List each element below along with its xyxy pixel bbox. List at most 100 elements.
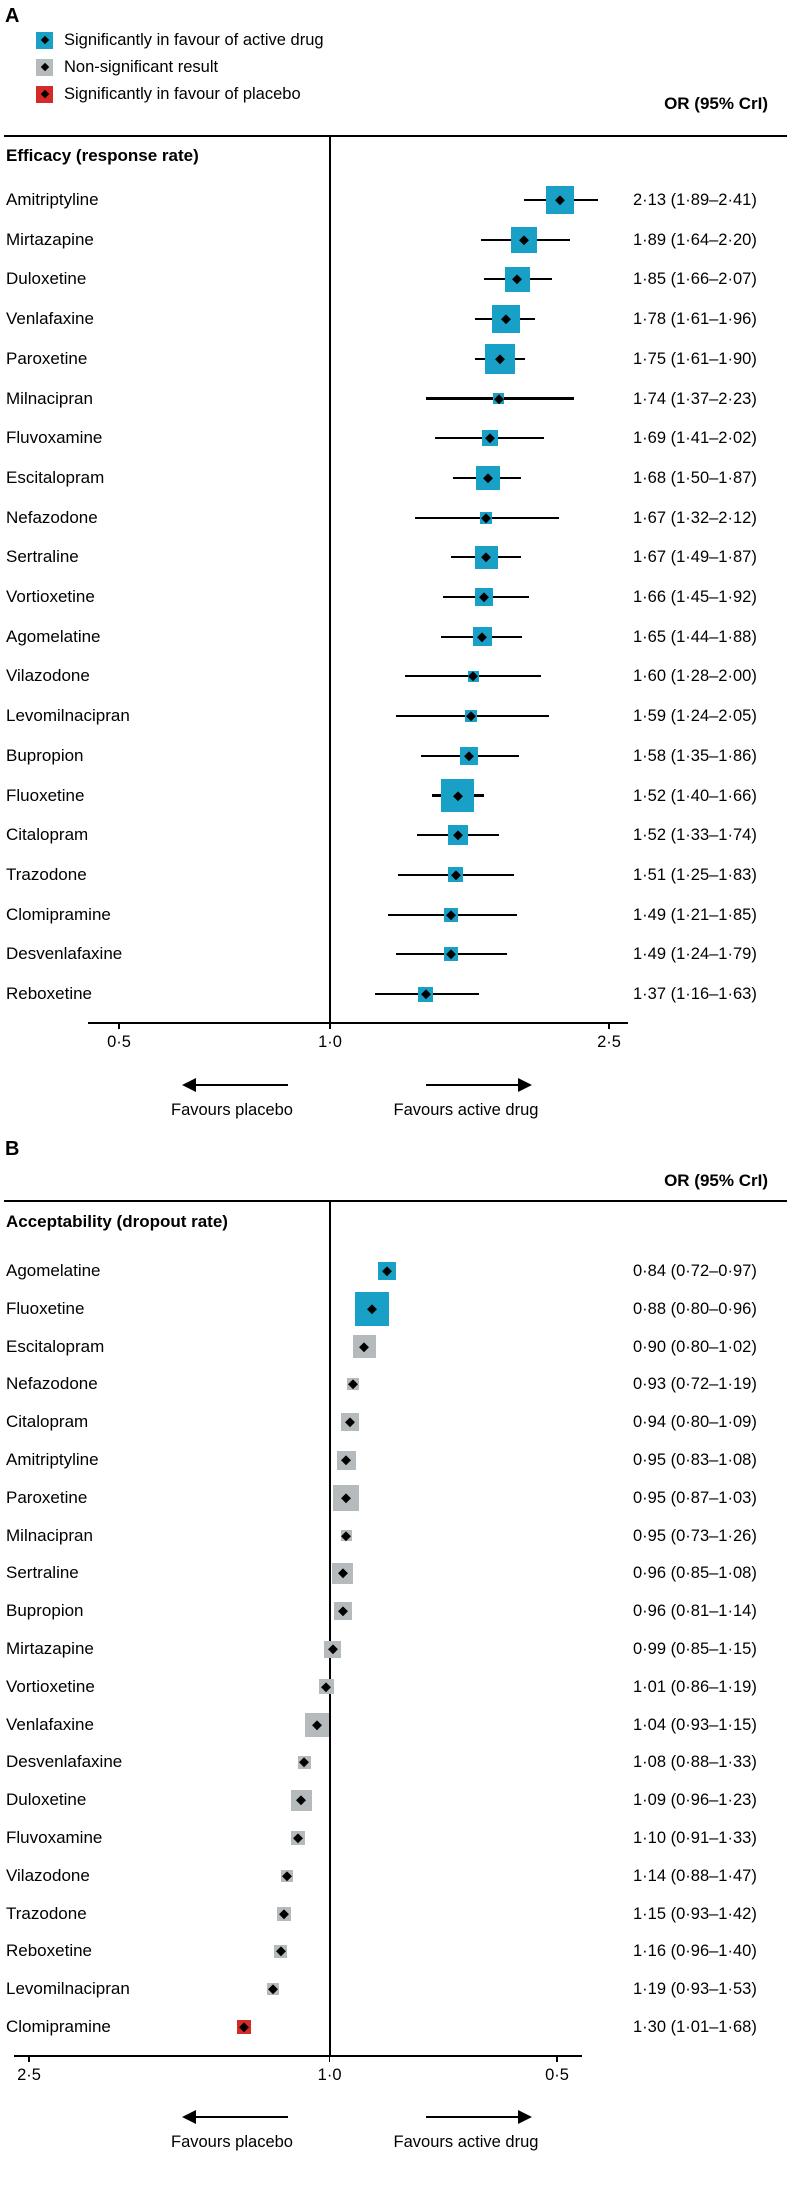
or-value: 0·93 (0·72–1·19) bbox=[633, 1375, 757, 1394]
favours-placebo-arrow bbox=[182, 2110, 288, 2124]
drug-label: Vilazodone bbox=[6, 1865, 90, 1885]
favours-active-label: Favours active drug bbox=[393, 1101, 539, 1119]
legend-label: Significantly in favour of active drug bbox=[64, 30, 324, 49]
or-value: 1·59 (1·24–2·05) bbox=[633, 707, 757, 726]
legend-item-favour-active: Significantly in favour of active drug bbox=[36, 30, 324, 50]
left-arrowhead-icon bbox=[182, 2110, 196, 2124]
drug-label: Clomipramine bbox=[6, 904, 111, 924]
drug-label: Agomelatine bbox=[6, 1261, 101, 1280]
x-axis-tick bbox=[118, 1022, 120, 1029]
drug-label: Vortioxetine bbox=[6, 587, 95, 606]
or-value: 1·65 (1·44–1·88) bbox=[633, 627, 757, 646]
or-value: 1·60 (1·28–2·00) bbox=[633, 667, 757, 686]
or-value: 1·89 (1·64–2·20) bbox=[633, 230, 757, 249]
x-axis-tick-label: 1·0 bbox=[318, 1033, 342, 1051]
drug-label: Nefazodone bbox=[6, 507, 98, 527]
arrow-shaft bbox=[195, 1084, 288, 1087]
drug-label: Paroxetine bbox=[6, 348, 88, 368]
or-value: 0·95 (0·87–1·03) bbox=[633, 1488, 757, 1507]
or-value: 1·68 (1·50–1·87) bbox=[633, 468, 757, 487]
or-value: 0·84 (0·72–0·97) bbox=[633, 1262, 757, 1280]
or-value: 1·51 (1·25–1·83) bbox=[633, 865, 757, 884]
legend-item-favour-placebo: Significantly in favour of placebo bbox=[36, 84, 301, 104]
x-axis-tick bbox=[28, 2055, 30, 2062]
or-value: 1·74 (1·37–2·23) bbox=[633, 389, 757, 408]
drug-label: Citalopram bbox=[6, 1412, 89, 1432]
or-value: 1·78 (1·61–1·96) bbox=[633, 310, 757, 329]
drug-label: Bupropion bbox=[6, 1601, 84, 1621]
x-axis-line bbox=[14, 2055, 582, 2057]
or-value: 0·96 (0·85–1·08) bbox=[633, 1564, 757, 1583]
drug-label: Venlafaxine bbox=[6, 309, 94, 329]
arrow-shaft bbox=[195, 2116, 288, 2119]
or-column-header-b: OR (95% CrI) bbox=[664, 1171, 768, 1190]
drug-label: Escitalopram bbox=[6, 467, 105, 487]
or-value: 0·88 (0·80–0·96) bbox=[633, 1299, 757, 1318]
or-value: 1·16 (0·96–1·40) bbox=[633, 1942, 757, 1961]
drug-label: Trazodone bbox=[6, 1903, 87, 1923]
or-value: 1·10 (0·91–1·33) bbox=[633, 1829, 757, 1847]
favours-active-arrow bbox=[426, 2110, 532, 2124]
marker-diamond-icon bbox=[40, 62, 49, 72]
drug-label: Mirtazapine bbox=[6, 1639, 94, 1658]
x-axis-tick bbox=[608, 1022, 610, 1029]
x-axis-tick-label: 0·5 bbox=[107, 1033, 131, 1051]
left-arrowhead-icon bbox=[182, 1078, 196, 1092]
or-value: 0·95 (0·73–1·26) bbox=[633, 1526, 757, 1545]
legend-item-non-significant: Non-significant result bbox=[36, 57, 218, 77]
drug-label: Mirtazapine bbox=[6, 229, 94, 249]
or-value: 1·09 (0·96–1·23) bbox=[633, 1791, 757, 1810]
favours-active-label: Favours active drug bbox=[393, 2133, 539, 2151]
or-value: 0·96 (0·81–1·14) bbox=[633, 1602, 757, 1621]
drug-label: Fluvoxamine bbox=[6, 428, 103, 448]
drug-label: Reboxetine bbox=[6, 984, 93, 1003]
or-value: 1·01 (0·86–1·19) bbox=[633, 1677, 757, 1696]
or-value: 0·94 (0·80–1·09) bbox=[633, 1413, 757, 1432]
drug-label: Milnacipran bbox=[6, 388, 93, 408]
marker-diamond-icon bbox=[40, 89, 49, 99]
drug-label: Citalopram bbox=[6, 825, 89, 845]
or-value: 1·69 (1·41–2·02) bbox=[633, 429, 757, 448]
x-axis-tick-label: 2·5 bbox=[17, 2066, 41, 2084]
drug-label: Nefazodone bbox=[6, 1374, 98, 1394]
or-value: 1·52 (1·33–1·74) bbox=[633, 826, 757, 845]
drug-label: Amitriptyline bbox=[6, 190, 99, 209]
favours-placebo-label: Favours placebo bbox=[171, 1101, 293, 1119]
or-value: 1·58 (1·35–1·86) bbox=[633, 746, 757, 765]
x-axis-tick-label: 0·5 bbox=[545, 2066, 569, 2084]
drug-label: Desvenlafaxine bbox=[6, 944, 123, 964]
favour-placebo-swatch-icon bbox=[36, 85, 53, 103]
drug-label: Venlafaxine bbox=[6, 1714, 94, 1734]
or-value: 1·75 (1·61–1·90) bbox=[633, 349, 757, 368]
favours-placebo-arrow bbox=[182, 1078, 288, 1092]
legend-label: Non-significant result bbox=[64, 57, 219, 76]
or-value: 1·49 (1·21–1·85) bbox=[633, 905, 757, 924]
or-value: 1·15 (0·93–1·42) bbox=[633, 1904, 757, 1923]
drug-label: Levomilnacipran bbox=[6, 1979, 130, 1999]
drug-label: Fluvoxamine bbox=[6, 1828, 103, 1847]
drug-label: Paroxetine bbox=[6, 1487, 88, 1507]
x-axis-tick-label: 1·0 bbox=[317, 2066, 342, 2084]
or-value: 0·90 (0·80–1·02) bbox=[633, 1337, 757, 1356]
or-value: 1·30 (1·01–1·68) bbox=[633, 2018, 757, 2036]
favours-active-arrow bbox=[426, 1078, 532, 1092]
x-axis-line bbox=[88, 1022, 628, 1024]
marker-diamond-icon bbox=[40, 35, 49, 45]
drug-label: Fluoxetine bbox=[6, 1298, 85, 1318]
favours-placebo-label: Favours placebo bbox=[171, 2133, 293, 2151]
drug-label: Vortioxetine bbox=[6, 1676, 95, 1696]
or-value: 0·99 (0·85–1·15) bbox=[633, 1640, 757, 1658]
or-value: 1·37 (1·16–1·63) bbox=[633, 985, 757, 1003]
arrow-shaft bbox=[426, 2116, 519, 2119]
panel-b-title: Acceptability (dropout rate) bbox=[6, 1212, 228, 1231]
reference-line bbox=[328, 1202, 331, 2055]
or-value: 2·13 (1·89–2·41) bbox=[633, 191, 757, 209]
drug-label: Milnacipran bbox=[6, 1525, 93, 1545]
or-value: 1·85 (1·66–2·07) bbox=[633, 270, 757, 289]
drug-label: Bupropion bbox=[6, 745, 84, 765]
drug-label: Levomilnacipran bbox=[6, 706, 130, 726]
panel-a-title: Efficacy (response rate) bbox=[6, 146, 199, 165]
non-significant-swatch-icon bbox=[36, 58, 53, 76]
or-column-header-a: OR (95% CrI) bbox=[664, 94, 768, 113]
